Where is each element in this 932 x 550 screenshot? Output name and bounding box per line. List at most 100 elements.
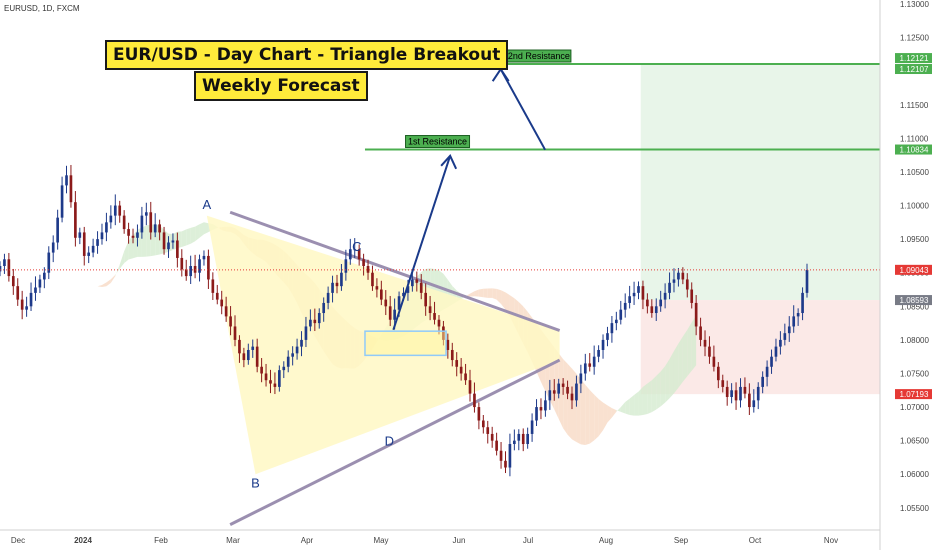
cloud-segment	[567, 363, 572, 440]
cloud-segment	[483, 288, 488, 298]
candle-body	[82, 232, 86, 256]
point-label-a: A	[202, 197, 211, 212]
candle-body	[579, 373, 583, 384]
candle-body	[570, 393, 574, 401]
cloud-segment	[616, 407, 621, 412]
candle-body	[317, 313, 321, 324]
candle-body	[184, 269, 188, 277]
y-axis: 1.130001.125001.120001.115001.110001.105…	[879, 0, 932, 550]
cloud-segment	[190, 226, 196, 244]
candle-body	[167, 242, 170, 250]
y-tick-label: 1.06000	[900, 470, 929, 479]
candle-body	[69, 175, 73, 203]
cloud-segment	[195, 224, 200, 242]
y-axis-bg	[880, 0, 932, 550]
price-tag-bg	[895, 295, 932, 306]
candle-body	[535, 407, 538, 421]
cloud-segment	[70, 271, 76, 278]
cloud-segment	[691, 315, 697, 371]
candle-body	[477, 407, 481, 421]
candle-body	[601, 339, 605, 350]
candle-body	[60, 185, 64, 218]
cloud-segment	[580, 379, 586, 446]
triangle-upper-line	[229, 210, 561, 332]
candle-body	[650, 306, 654, 314]
cloud-segment	[199, 222, 204, 238]
candle-body	[690, 289, 694, 303]
price-tag-bg	[895, 389, 932, 400]
candle-body	[544, 400, 547, 411]
candle-body	[153, 224, 157, 233]
cloud-segment	[589, 390, 595, 444]
candle-body	[428, 306, 432, 314]
x-tick-label: Jun	[453, 536, 466, 545]
forecast-arrow-1	[392, 155, 452, 331]
candle-body	[712, 356, 716, 367]
x-tick-label: Sep	[674, 536, 689, 545]
price-tag-label: 1.07193	[900, 390, 929, 399]
candle-body	[11, 276, 15, 287]
cloud-segment	[93, 286, 98, 288]
candle-body	[388, 306, 392, 320]
cloud-segment	[66, 267, 71, 272]
candle-body	[685, 279, 689, 290]
cloud-segment	[656, 371, 661, 410]
candle-body	[455, 360, 459, 367]
cloud-segment	[57, 262, 63, 267]
price-tag-label: 1.09043	[900, 266, 929, 275]
y-tick-label: 1.13000	[900, 0, 929, 9]
x-tick-label: Aug	[599, 536, 613, 545]
candle-body	[623, 302, 627, 310]
candle-body	[100, 232, 104, 240]
candle-body	[260, 366, 263, 374]
candle-body	[464, 373, 467, 381]
candle-body	[628, 296, 631, 303]
candle-body	[269, 380, 272, 384]
candle-body	[87, 252, 91, 256]
candle-body	[481, 420, 485, 428]
candle-body	[180, 257, 184, 270]
candle-body	[215, 292, 219, 300]
candle-body	[699, 326, 702, 340]
candle-body	[34, 287, 37, 293]
candle-body	[801, 292, 804, 314]
candle-body	[725, 386, 729, 397]
candle-body	[109, 215, 113, 223]
candle-body	[668, 282, 671, 293]
candle-body	[131, 235, 135, 238]
price-tag-bg	[895, 64, 932, 75]
candle-body	[530, 420, 534, 434]
cloud-segment	[558, 353, 564, 429]
candle-body	[251, 346, 255, 350]
y-tick-label: 1.07500	[900, 369, 929, 378]
x-axis-bg	[0, 530, 880, 550]
candle-body	[606, 333, 609, 340]
candle-body	[207, 255, 210, 280]
cloud-segment	[660, 366, 666, 407]
cloud-segment	[598, 398, 604, 437]
candle-body	[415, 279, 419, 283]
candle-body	[313, 319, 317, 324]
candle-body	[677, 272, 680, 280]
candle-body	[566, 386, 569, 394]
candle-body	[557, 383, 561, 394]
triangle-lower-line	[229, 358, 561, 526]
candle-body	[105, 222, 108, 233]
x-tick-label: Nov	[824, 536, 838, 545]
cloud-segment	[669, 350, 674, 399]
candle-body	[291, 353, 294, 357]
symbol-label: EURUSD, 1D, FXCM	[4, 4, 80, 13]
candle-body	[783, 333, 787, 340]
resistance-layer: 1st Resistance 2nd Resistance	[364, 49, 880, 357]
cloud-segment	[501, 290, 506, 310]
candle-body	[513, 440, 516, 445]
candle-body	[588, 363, 592, 367]
candle-body	[47, 252, 51, 273]
chart-subtitle: Weekly Forecast	[194, 71, 368, 101]
candle-body	[659, 299, 663, 307]
y-tick-label: 1.05500	[900, 504, 929, 513]
candle-body	[450, 349, 454, 361]
candle-body	[362, 259, 365, 267]
candle-body	[681, 272, 685, 280]
